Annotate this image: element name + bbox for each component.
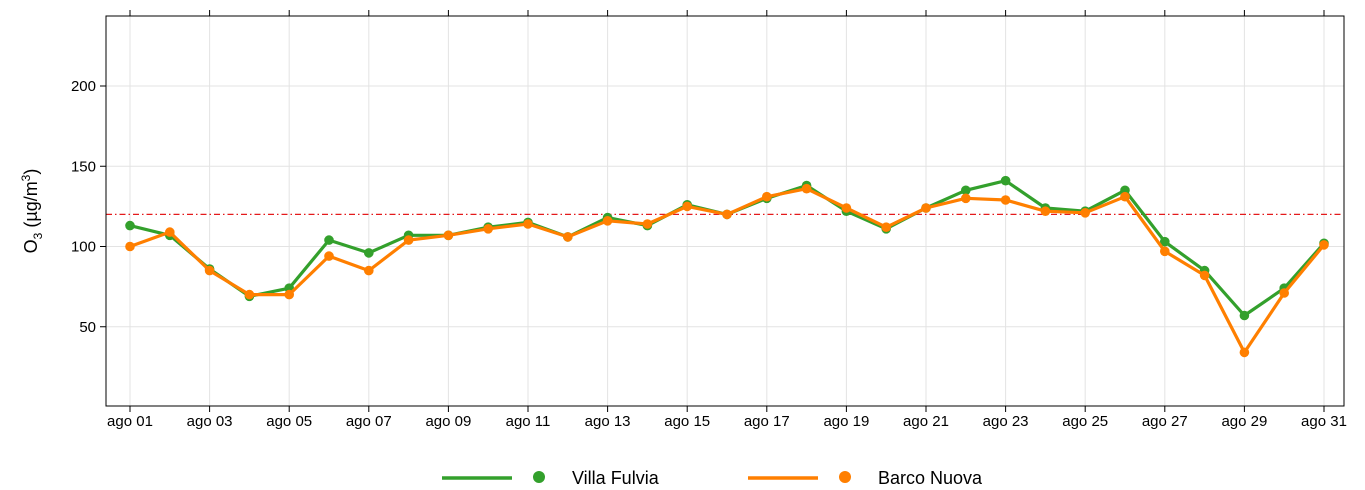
legend-item: Barco Nuova [748,468,983,488]
data-point [1319,240,1329,250]
data-point [324,235,334,245]
series-2 [125,183,1329,358]
x-tick-label: ago 05 [266,413,312,430]
data-point [125,220,135,231]
y-tick-label: 150 [71,158,96,175]
series-group [125,175,1329,358]
x-tick-label: ago 23 [983,413,1029,430]
data-point [204,265,215,276]
data-point [961,185,971,196]
data-point [324,251,334,261]
series-1 [125,175,1329,321]
data-point [881,222,891,232]
x-tick-label: ago 07 [346,413,392,430]
legend-label: Barco Nuova [878,468,983,488]
legend-label: Villa Fulvia [572,468,660,488]
x-tick-label: ago 25 [1062,413,1108,430]
data-point [1040,206,1051,216]
y-axis-title-close: ) [21,169,41,175]
data-point [1000,175,1011,186]
data-point [364,248,374,258]
x-tick-label: ago 11 [506,413,551,430]
plot-frame [105,15,1345,407]
data-point [801,183,812,194]
series-line [129,179,1326,318]
x-tick-label: ago 29 [1221,413,1267,430]
data-point [602,216,613,226]
data-point [1120,191,1130,202]
x-tick-label: ago 01 [107,413,153,430]
data-point [921,203,931,213]
data-point [1000,195,1011,205]
data-point [642,219,653,229]
x-tick-label: ago 15 [664,413,710,430]
data-point [125,241,135,252]
y-tick-label: 50 [79,319,96,336]
data-point [1279,288,1289,298]
axes: ago 01 ago 03 ago 05 ago 07 ago 09 ago 11 ago … [71,10,1347,430]
data-point [483,224,494,234]
x-tick-label: ago 27 [1142,413,1188,430]
x-tick-label: ago 17 [744,413,790,430]
x-tick-label: ago 13 [585,413,631,430]
x-tick-label: ago 21 [903,413,949,430]
y-axis-title-superscript: 3 [19,174,33,181]
data-point [563,232,573,242]
legend-marker [533,471,545,483]
x-tick-label: ago 19 [823,413,869,430]
data-point [841,203,852,213]
data-point [244,289,255,300]
data-point [1199,270,1210,281]
data-point [722,209,732,220]
data-point [364,265,374,276]
legend: Villa Fulvia Barco Nuova [442,468,983,488]
data-point [1160,246,1170,257]
y-axis-title-unit: (µg/m [21,181,41,232]
y-axis-title-subscript: 3 [31,232,45,239]
y-tick-label: 200 [71,78,96,95]
data-point [1239,310,1250,321]
data-point [1160,236,1170,247]
data-point [443,230,454,241]
y-axis-title-base: O [21,239,41,253]
data-point [1239,347,1250,358]
x-tick-label: ago 31 [1301,413,1347,430]
data-point [284,289,295,300]
data-point [165,227,175,237]
data-point [762,191,772,202]
data-point [961,193,971,204]
y-tick-label: 100 [71,239,96,256]
legend-marker [839,471,851,483]
x-tick-label: ago 09 [425,413,471,430]
legend-item: Villa Fulvia [442,468,660,488]
data-point [1080,208,1090,218]
data-point [682,201,692,212]
x-tick-label: ago 03 [187,413,233,430]
data-point [523,219,533,229]
data-point [403,235,414,245]
y-axis-title: O3 (µg/m3) [19,169,45,254]
